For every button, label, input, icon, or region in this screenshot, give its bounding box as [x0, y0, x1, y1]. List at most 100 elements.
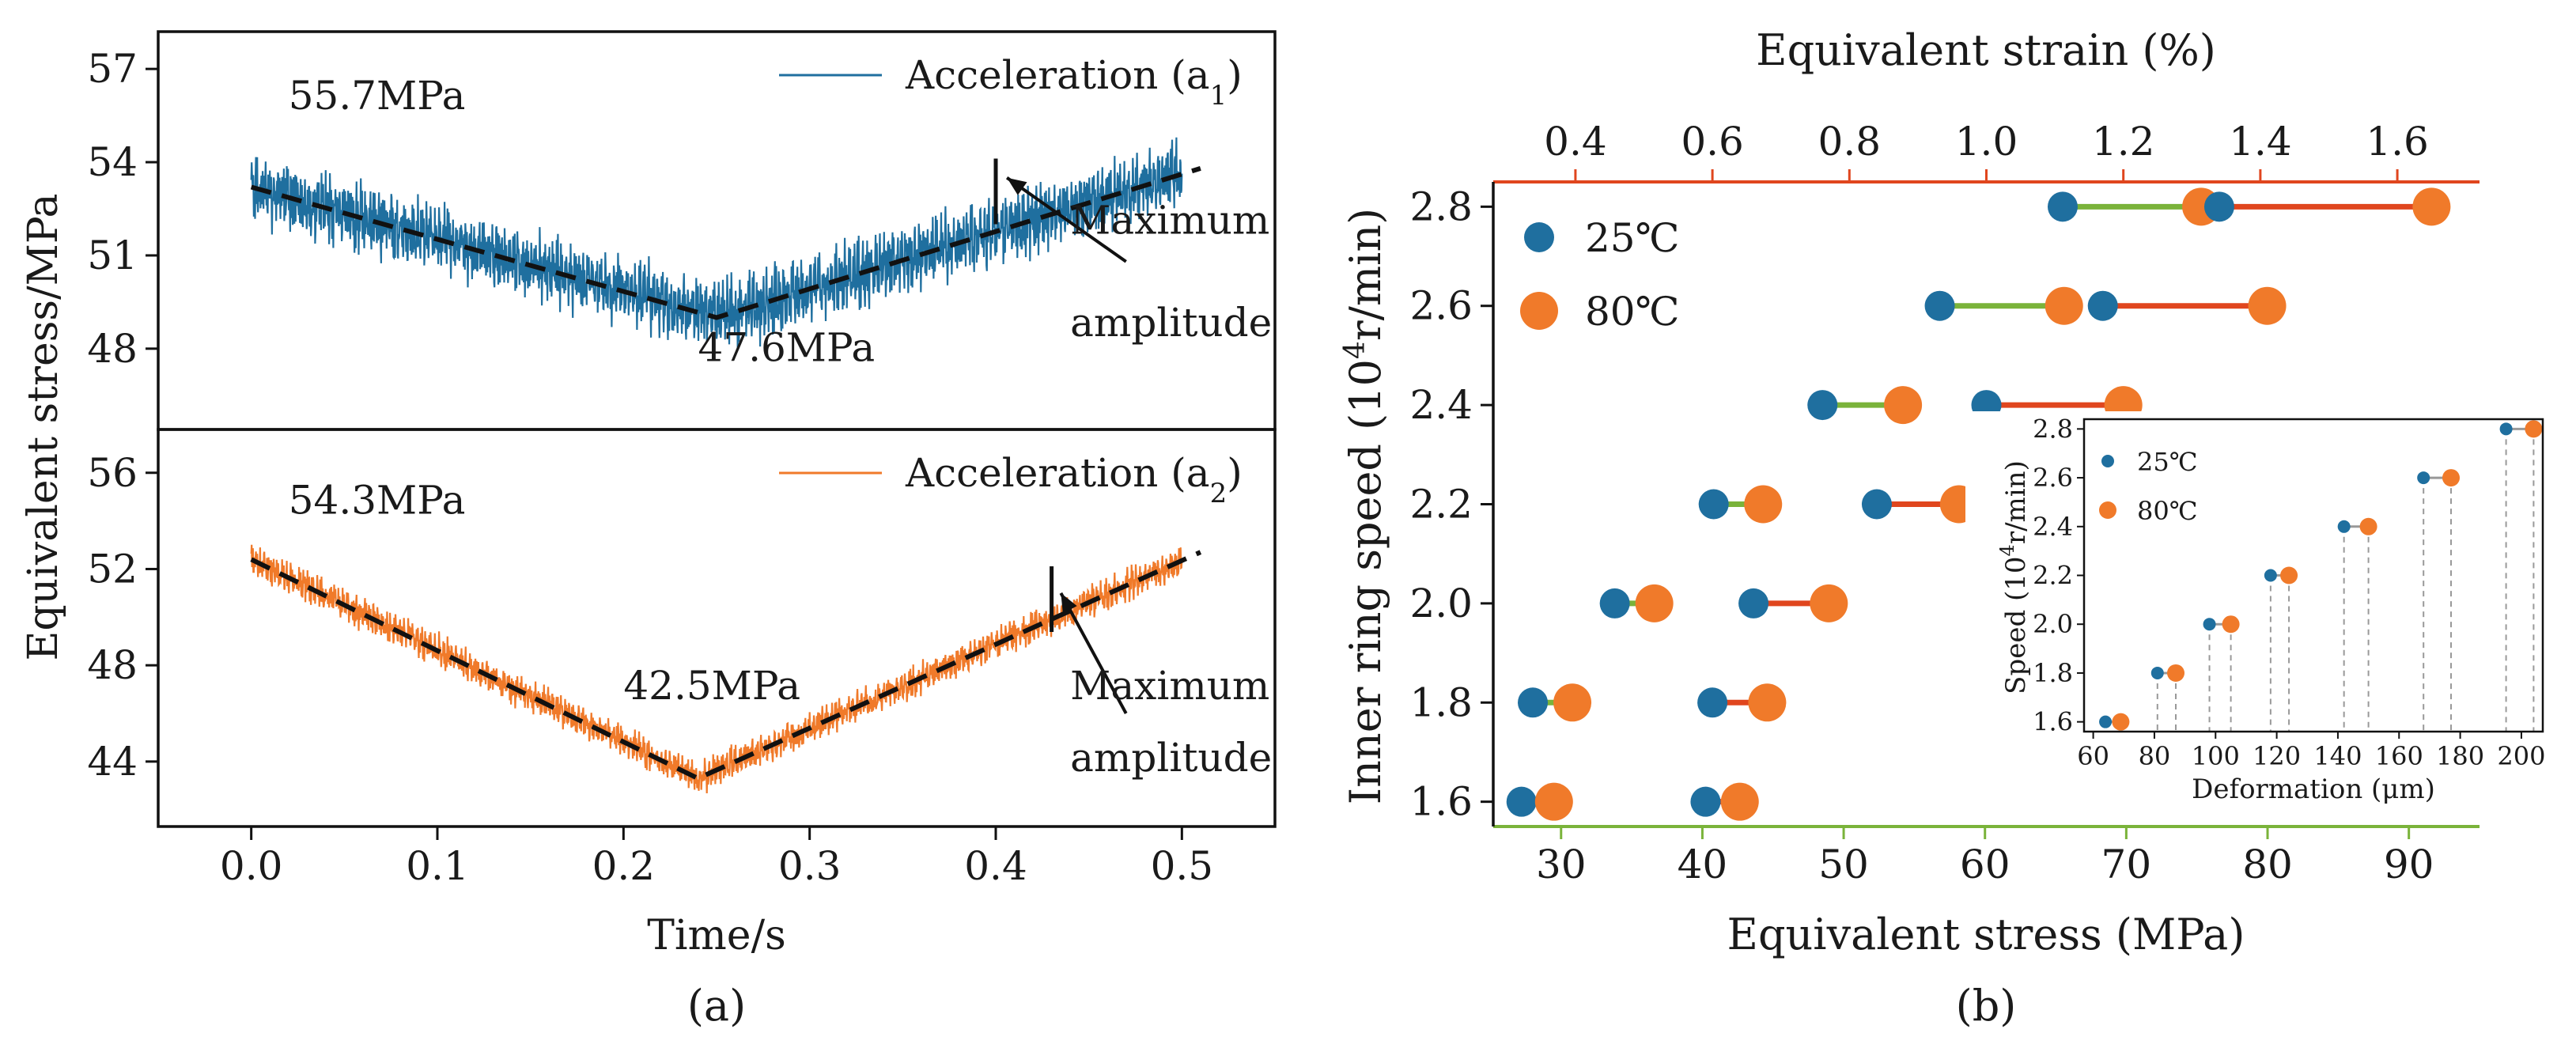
strain-point-25c [1738, 588, 1769, 619]
strain-point-80c [1720, 782, 1759, 821]
strain-point-25c [1861, 489, 1892, 520]
strain-point-25c [2203, 191, 2234, 222]
x-tick-label-stress: 30 [1536, 842, 1587, 887]
amplitude-arrow [1059, 592, 1128, 714]
strain-point-80c [2412, 187, 2451, 226]
strain-point-80c [1748, 683, 1787, 722]
x-tick-label-strain: 1.4 [2229, 119, 2292, 165]
inset-x-tick-label: 180 [2436, 741, 2484, 771]
inset-y-tick-label: 2.0 [2033, 609, 2073, 639]
legend-marker-80c [1520, 292, 1558, 330]
x-tick-label-stress: 80 [2242, 842, 2293, 887]
x-tick-label-a: 0.2 [592, 843, 656, 889]
inset-y-axis-title: Speed (104r/min) [1996, 460, 2032, 694]
inset-y-tick-label: 1.8 [2033, 658, 2073, 688]
x-axis-title-strain: Equivalent strain (%) [1756, 25, 2216, 75]
x-tick-label-a: 0.3 [778, 843, 842, 889]
inset-y-tick-label: 1.6 [2033, 707, 2073, 737]
inset-point-25c [2337, 520, 2351, 533]
inset-point-25c [2150, 666, 2164, 679]
y-tick-label-top: 48 [87, 326, 138, 372]
strain-point-80c [2248, 286, 2287, 325]
y-tick-label-speed: 2.4 [1409, 382, 1473, 428]
y-axis-title-sup: 4 [1339, 341, 1371, 359]
legend-label-suffix: ) [1227, 52, 1243, 98]
inset-x-tick-label: 120 [2253, 741, 2301, 771]
inset-point-80c [2112, 713, 2130, 731]
x-axis-title-stress: Equivalent stress (MPa) [1727, 910, 2245, 959]
x-tick-label-stress: 70 [2101, 842, 2152, 887]
strain-point-80c [1810, 584, 1848, 622]
stress-point-25c [1518, 687, 1549, 718]
y-tick-label-top: 51 [87, 233, 138, 278]
inset-legend-marker-25c [2101, 455, 2114, 467]
inset-x-tick-label: 100 [2192, 741, 2240, 771]
y-tick-label-top: 57 [87, 46, 138, 92]
annotation-bottom-2: Maximum [1070, 663, 1269, 709]
strain-point-25c [1697, 687, 1728, 718]
stress-point-25c [1924, 290, 1955, 321]
inset-y-axis-title-suffix: r/min) [2000, 460, 2032, 544]
y-axis-title-main: Inner ring speed (10 [1341, 359, 1390, 804]
inset-legend-label-25c: 25℃ [2137, 447, 2198, 477]
inset-point-80c [2442, 469, 2460, 487]
amplitude-arrowhead [1007, 177, 1027, 195]
y-tick-label-speed: 1.6 [1409, 779, 1473, 825]
strain-point-25c [2087, 290, 2118, 321]
x-tick-label-stress: 60 [1960, 842, 2010, 887]
y-axis-title-a: Equivalent stress/MPa [20, 193, 67, 660]
stress-point-25c [1506, 786, 1537, 817]
inset-background [1965, 411, 2559, 811]
inset-point-80c [2525, 420, 2543, 438]
x-tick-label-stress: 50 [1818, 842, 1869, 887]
signal-line-bottom [250, 544, 1183, 794]
x-tick-label-a: 0.5 [1151, 843, 1214, 889]
x-tick-label-a: 0.4 [964, 843, 1027, 889]
y-tick-label-bottom: 52 [87, 546, 138, 592]
legend-label-subscript: 1 [1210, 80, 1227, 112]
stress-point-80c [1744, 485, 1783, 524]
y-tick-label-bottom: 44 [87, 739, 138, 785]
legend-label-main: Acceleration (a [905, 450, 1210, 496]
stress-point-80c [1884, 386, 1923, 425]
x-tick-label-a: 0.0 [220, 843, 283, 889]
legend-label-25c: 25℃ [1585, 215, 1680, 261]
legend-label-subscript: 2 [1210, 478, 1227, 509]
inset-x-tick-label: 200 [2497, 741, 2545, 771]
inset-legend-label-80c: 80℃ [2137, 496, 2198, 526]
x-tick-label-strain: 1.2 [2092, 119, 2155, 165]
inset-point-25c [2417, 471, 2430, 485]
legend-label-bottom: Acceleration (a2) [905, 450, 1243, 509]
inset-x-tick-label: 60 [2077, 741, 2109, 771]
inset-y-tick-label: 2.2 [2033, 561, 2073, 591]
annotation-top-0: 55.7MPa [289, 73, 466, 119]
inset-point-80c [2167, 664, 2184, 682]
stress-point-25c [1807, 390, 1838, 421]
y-tick-label-speed: 1.8 [1409, 679, 1473, 725]
inset-x-tick-label: 80 [2139, 741, 2171, 771]
inset-x-tick-label: 160 [2375, 741, 2423, 771]
legend-marker-25c [1524, 222, 1554, 252]
trend-line-bottom [250, 550, 1202, 781]
legend-label-80c: 80℃ [1585, 289, 1680, 335]
inset-point-80c [2359, 517, 2377, 535]
inset-deformation-speed: 60 80 100 120 140 160 180 200 1.6 1.8 2.0 2.2 2.4 2.6… [1965, 411, 2559, 811]
inset-point-80c [2280, 566, 2298, 584]
inset-point-80c [2222, 615, 2240, 634]
x-axis-title-a: Time/s [647, 912, 786, 959]
legend-label-suffix: ) [1227, 450, 1243, 496]
y-tick-label-speed: 2.0 [1409, 581, 1473, 626]
annotation-top-2: Maximum [1070, 197, 1269, 243]
panel-a-stress-time: 55.7MPa 47.6MPa Maximum amplitude Accelerati… [20, 30, 1277, 1031]
y-tick-label-top: 54 [87, 139, 138, 185]
inset-y-axis-title-main: Speed (10 [2000, 556, 2032, 694]
panel-b-stress-speed: 30 40 50 60 70 80 90 0.4 0.6 0.8 1.0 1.2 1.4 1.6 1.6 1.… [1339, 25, 2480, 1031]
annotation-top-3: amplitude [1070, 300, 1272, 346]
inset-legend-marker-80c [2099, 501, 2116, 519]
annotation-bottom-0: 54.3MPa [289, 477, 466, 523]
y-tick-label-speed: 2.2 [1409, 482, 1473, 528]
x-tick-label-stress: 90 [2384, 842, 2434, 887]
stress-point-80c [2045, 286, 2083, 325]
y-tick-label-speed: 2.8 [1409, 183, 1473, 229]
